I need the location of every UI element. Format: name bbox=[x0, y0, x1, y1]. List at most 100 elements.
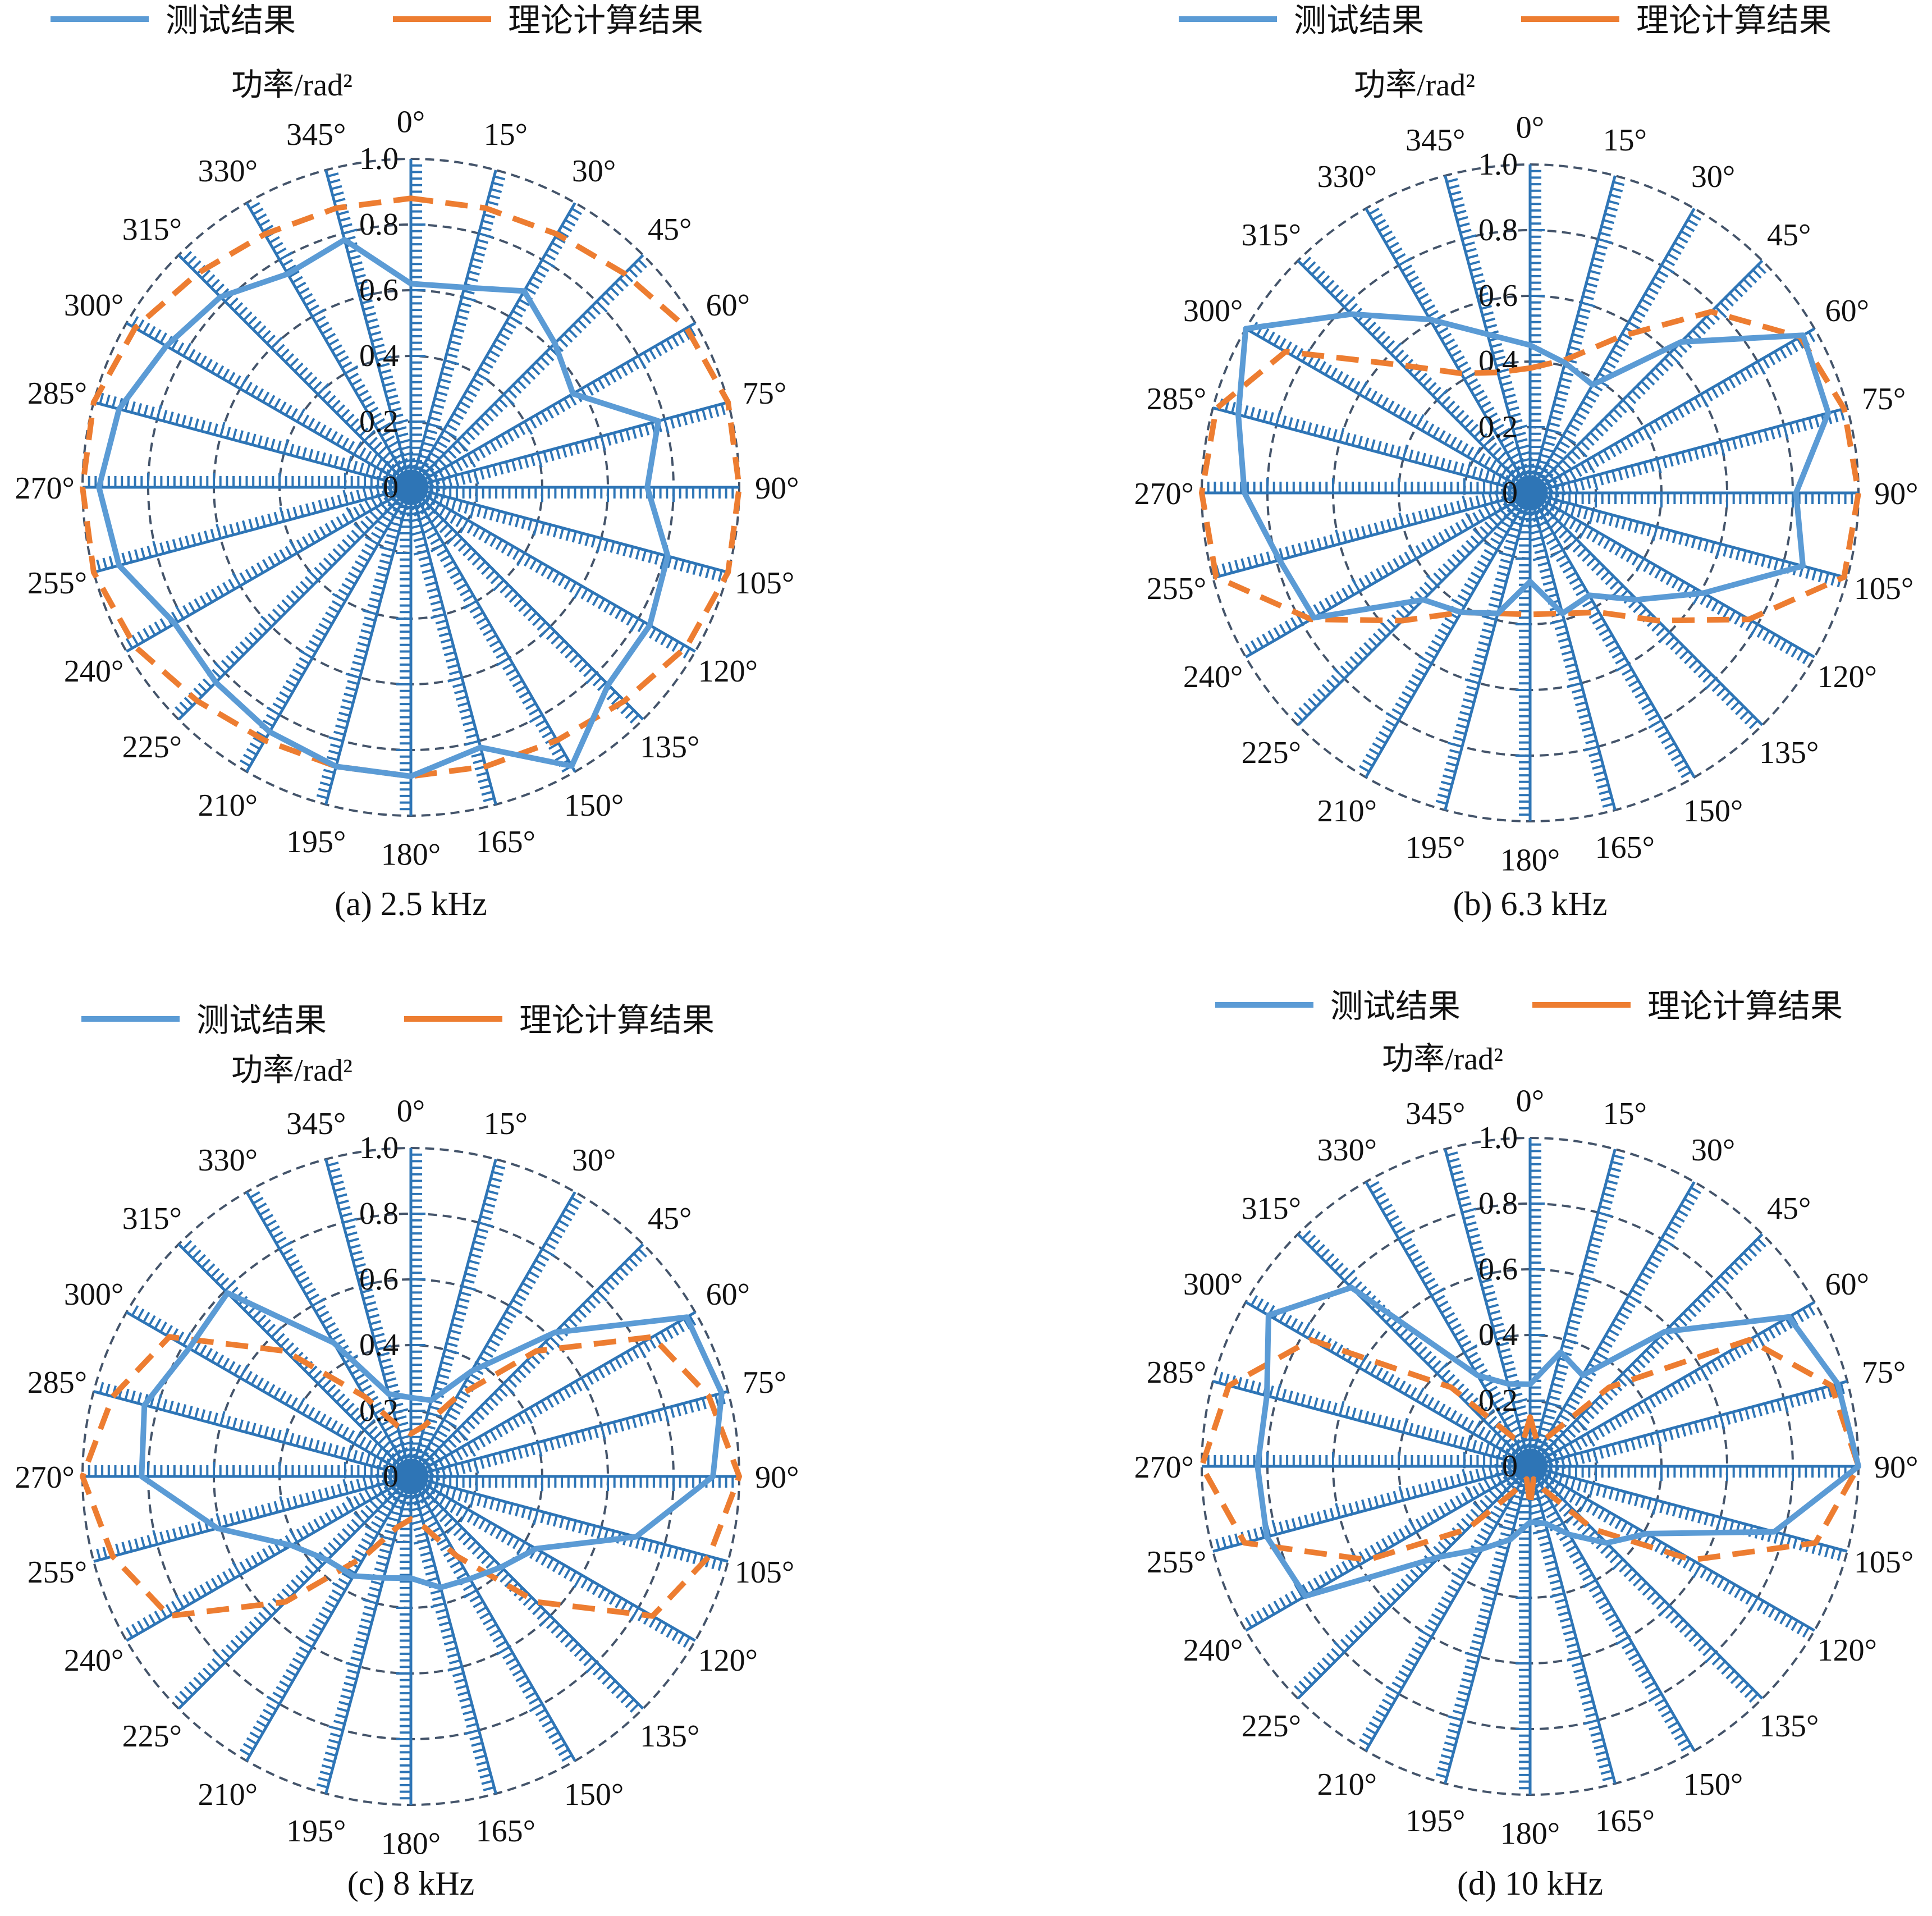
spoke-tick bbox=[362, 1477, 368, 1489]
spoke-tick bbox=[1621, 518, 1627, 530]
spoke-tick bbox=[1597, 783, 1609, 789]
spoke-tick bbox=[1573, 1454, 1579, 1466]
spoke-tick bbox=[600, 296, 610, 306]
spoke-tick bbox=[331, 600, 343, 608]
spoke-tick bbox=[496, 1499, 501, 1512]
spoke-tick bbox=[318, 1489, 323, 1501]
spoke-tick bbox=[1670, 1727, 1682, 1735]
angle-label: 210° bbox=[1317, 794, 1377, 829]
spoke-tick bbox=[620, 365, 628, 376]
spoke-tick bbox=[328, 1725, 344, 1731]
spoke-tick bbox=[492, 465, 498, 477]
spoke-tick bbox=[299, 1646, 310, 1654]
spoke-tick bbox=[1599, 231, 1611, 237]
spoke-tick bbox=[296, 539, 304, 551]
spoke-tick bbox=[457, 500, 463, 513]
spoke-tick bbox=[1600, 796, 1612, 802]
spoke-tick bbox=[512, 310, 523, 318]
spoke-tick bbox=[495, 437, 503, 449]
spoke-tick bbox=[1627, 1493, 1633, 1505]
spoke-tick bbox=[483, 213, 496, 219]
spoke-tick bbox=[701, 409, 707, 420]
spoke-tick bbox=[1247, 556, 1252, 568]
spoke-tick bbox=[1696, 1298, 1706, 1308]
spoke-tick bbox=[249, 202, 260, 210]
spoke-tick bbox=[371, 532, 382, 539]
spoke-tick bbox=[1409, 1387, 1417, 1398]
angle-label: 195° bbox=[1405, 830, 1465, 865]
spoke-tick bbox=[498, 463, 504, 475]
spoke-tick bbox=[245, 569, 253, 580]
spoke-tick bbox=[1603, 1423, 1611, 1434]
spoke-tick bbox=[420, 1551, 432, 1557]
spoke-tick bbox=[415, 1532, 427, 1538]
spoke-tick bbox=[427, 532, 438, 539]
spoke-tick bbox=[1449, 749, 1461, 754]
spoke-tick bbox=[1656, 1432, 1662, 1447]
spoke-tick bbox=[239, 1630, 249, 1640]
spoke-tick bbox=[467, 551, 477, 561]
spoke-tick bbox=[1380, 1594, 1392, 1607]
spoke-tick bbox=[280, 348, 290, 358]
spoke-tick bbox=[364, 1489, 372, 1500]
spoke-tick bbox=[1507, 446, 1518, 454]
spoke-tick bbox=[275, 344, 285, 354]
spoke-tick bbox=[1674, 645, 1684, 655]
spoke-tick bbox=[1470, 571, 1482, 579]
spoke-tick bbox=[615, 608, 622, 619]
spoke-tick bbox=[1575, 412, 1587, 420]
spoke-tick bbox=[1599, 1396, 1609, 1406]
spoke-tick bbox=[322, 1379, 332, 1389]
spoke-tick bbox=[368, 1314, 380, 1319]
spoke-tick bbox=[285, 264, 297, 272]
spoke-tick bbox=[1434, 1429, 1439, 1442]
spoke-tick bbox=[440, 638, 452, 644]
spoke-tick bbox=[456, 1685, 468, 1690]
spoke-tick bbox=[602, 1675, 612, 1685]
spoke-tick bbox=[1762, 1603, 1770, 1615]
spoke-tick bbox=[563, 1567, 571, 1579]
spoke-tick bbox=[1476, 1621, 1488, 1626]
spoke-tick bbox=[496, 651, 507, 659]
spoke-tick bbox=[1551, 1383, 1564, 1388]
spoke-tick bbox=[1288, 1391, 1293, 1402]
spoke-tick bbox=[1578, 1498, 1588, 1513]
spoke-tick bbox=[1411, 674, 1422, 682]
spoke-tick bbox=[159, 618, 168, 629]
spoke-tick bbox=[248, 518, 254, 531]
spoke-tick bbox=[1459, 1388, 1469, 1398]
spoke-tick bbox=[347, 1430, 355, 1441]
spoke-tick bbox=[1438, 430, 1446, 441]
spoke-tick bbox=[360, 629, 372, 634]
spoke-tick bbox=[671, 335, 679, 347]
spoke-tick bbox=[540, 1512, 546, 1524]
spoke-tick bbox=[1721, 692, 1731, 702]
spoke-tick bbox=[478, 447, 486, 459]
spoke-tick bbox=[1578, 1687, 1590, 1693]
spoke-tick bbox=[301, 1525, 310, 1537]
spoke-tick bbox=[1383, 1416, 1389, 1428]
spoke-tick bbox=[1576, 588, 1587, 596]
spoke-tick bbox=[513, 598, 523, 608]
spoke-tick bbox=[1393, 404, 1400, 415]
spoke-tick bbox=[1427, 454, 1433, 467]
spoke-tick bbox=[1620, 548, 1628, 559]
spoke-tick bbox=[285, 1668, 297, 1677]
spoke-tick bbox=[1677, 1738, 1688, 1746]
spoke-tick bbox=[1601, 1607, 1613, 1616]
spoke-tick bbox=[1595, 1596, 1606, 1604]
spoke-tick bbox=[252, 321, 262, 331]
spoke-tick bbox=[1677, 1209, 1688, 1217]
spoke-tick bbox=[216, 1513, 222, 1528]
spoke-tick bbox=[432, 606, 444, 612]
spoke-tick bbox=[1664, 357, 1674, 367]
angle-label: 255° bbox=[28, 566, 87, 601]
angle-label: 90° bbox=[755, 1460, 799, 1495]
spoke-tick bbox=[1353, 381, 1361, 392]
spoke-tick bbox=[1738, 283, 1748, 293]
spoke-tick bbox=[654, 1542, 660, 1554]
spoke-tick bbox=[99, 1382, 104, 1394]
spoke-tick bbox=[1473, 390, 1485, 397]
spoke-tick bbox=[1375, 1541, 1384, 1553]
spoke-tick bbox=[424, 435, 436, 441]
